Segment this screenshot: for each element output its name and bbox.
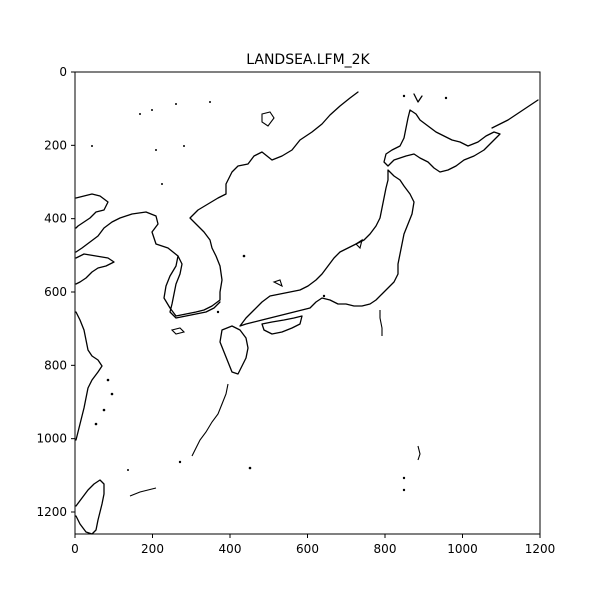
- islet-dot: [155, 149, 157, 151]
- y-tick-label: 200: [44, 138, 67, 152]
- x-tick-label: 200: [141, 542, 164, 556]
- coastline-china-east: [75, 311, 103, 441]
- islet-dot: [209, 101, 211, 103]
- islet-dot: [110, 392, 114, 396]
- island-sakishima: [129, 487, 157, 497]
- coastline-continent-north: [75, 91, 359, 317]
- islet-dot: [248, 466, 252, 470]
- coastline-sakhalin: [413, 93, 423, 103]
- islet-dot: [175, 103, 177, 105]
- y-tick-label: 400: [44, 212, 67, 226]
- island-sado: [355, 238, 363, 250]
- islet-dot: [242, 254, 246, 258]
- island-ogasawara: [417, 445, 421, 461]
- island-rishiri: [261, 111, 275, 127]
- coastline-bohai: [75, 193, 109, 229]
- coastline-shandong: [75, 253, 115, 285]
- x-tick-label: 600: [296, 542, 319, 556]
- islet-dot: [151, 109, 153, 111]
- islet-dot: [91, 145, 93, 147]
- island-jeju: [170, 327, 186, 335]
- islet-dot: [402, 94, 406, 98]
- x-tick-label: 800: [374, 542, 397, 556]
- islet-dot: [322, 294, 326, 298]
- chart-title: LANDSEA.LFM_2K: [246, 52, 370, 68]
- islet-dot: [402, 488, 406, 492]
- y-tick-label: 600: [44, 285, 67, 299]
- islet-dot: [183, 145, 185, 147]
- island-chain-izu: [379, 310, 383, 336]
- y-tick-label: 0: [59, 65, 67, 79]
- coastline-honshu: [239, 169, 415, 327]
- islet-dot: [161, 183, 163, 185]
- islet-dot: [402, 476, 406, 480]
- islet-dot: [94, 422, 98, 426]
- x-tick-label: 400: [219, 542, 242, 556]
- plot-frame: [74, 71, 541, 535]
- islet-dot: [216, 310, 220, 314]
- islet-dot: [127, 469, 129, 471]
- islet-dot: [178, 460, 182, 464]
- y-tick-label: 800: [44, 358, 67, 372]
- x-tick-label: 0: [71, 542, 79, 556]
- coastlines: [75, 91, 539, 535]
- y-axis: 0 200 400 600 800 1000 1200: [36, 65, 75, 519]
- islet-dot: [444, 96, 448, 100]
- island-oki: [272, 279, 283, 288]
- island-chain-ryukyu: [191, 383, 229, 457]
- islet-dot: [102, 408, 106, 412]
- y-tick-label: 1200: [36, 505, 67, 519]
- islet-dot: [139, 113, 141, 115]
- coastline-hokkaido: [383, 109, 501, 173]
- coastline-korea: [169, 255, 221, 319]
- y-tick-label: 1000: [36, 432, 67, 446]
- coastline-kuril: [491, 99, 539, 129]
- x-axis: 0 200 400 600 800 1000 1200: [71, 534, 555, 556]
- coastline-shikoku: [261, 315, 303, 335]
- scatter-islets: [91, 94, 448, 492]
- islet-dot: [106, 378, 110, 382]
- x-tick-label: 1200: [525, 542, 556, 556]
- coastline-taiwan: [75, 479, 105, 535]
- x-tick-label: 1000: [447, 542, 478, 556]
- coastline-kyushu: [219, 325, 249, 375]
